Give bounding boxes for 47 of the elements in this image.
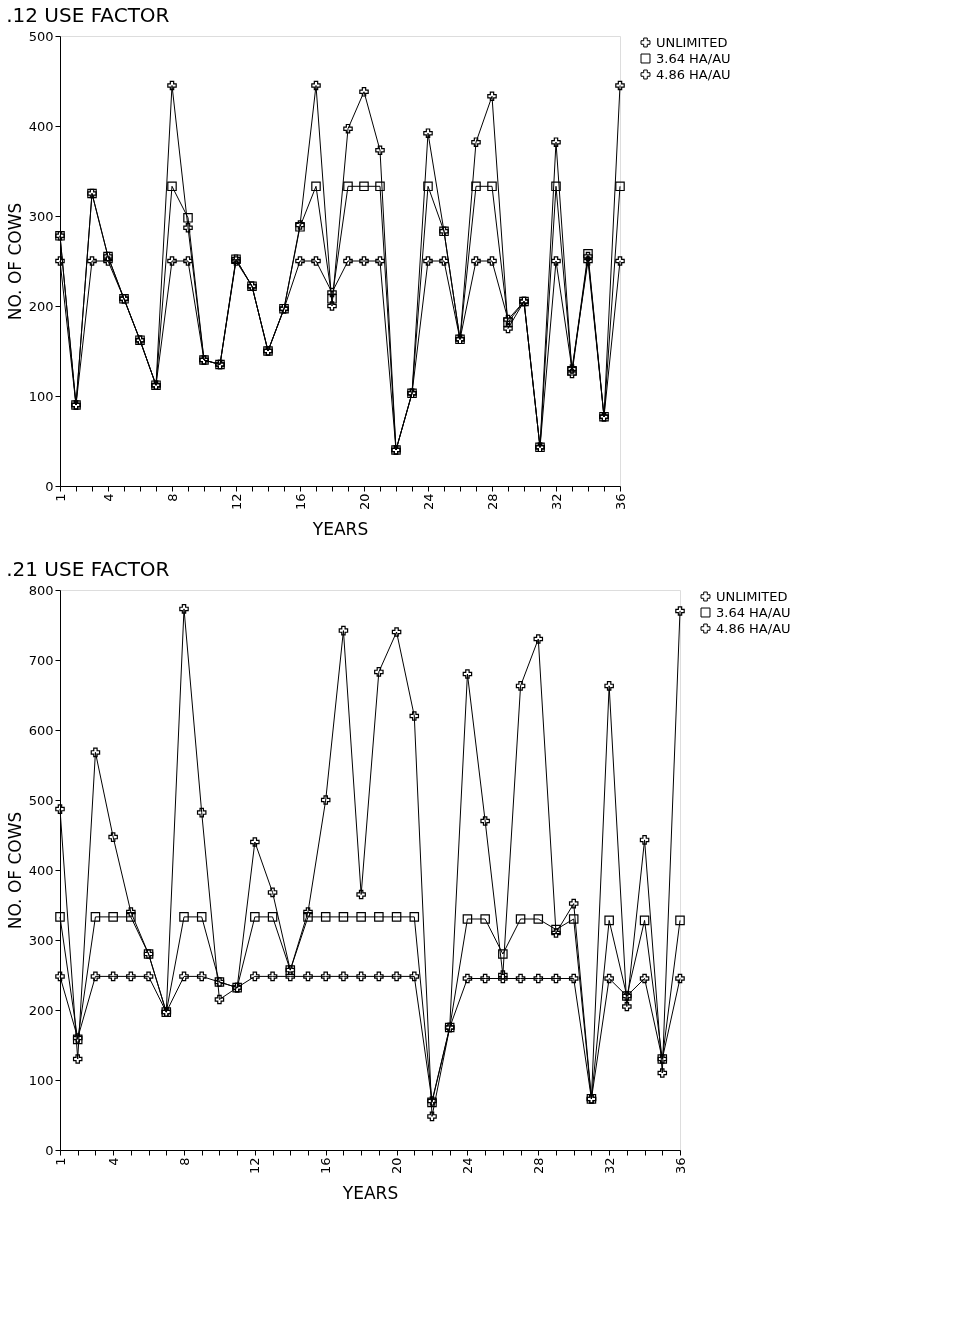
y-tick-label: 300 — [28, 932, 54, 948]
y-tick-label: 200 — [28, 1002, 54, 1018]
y-tick-label: 600 — [28, 722, 54, 738]
x-axis-title: YEARS — [311, 519, 369, 540]
x-tick-label: 20 — [389, 1157, 405, 1175]
y-tick-label: 400 — [28, 118, 54, 134]
x-tick-label: 1 — [52, 1157, 68, 1166]
y-axis-title: NO. OF COWS — [4, 202, 25, 321]
x-tick-label: 4 — [105, 1157, 121, 1166]
legend-label: 3.64 HA/AU — [716, 604, 791, 620]
x-tick-label: 12 — [228, 493, 244, 511]
x-tick-label: 20 — [356, 493, 372, 511]
x-tick-label: 32 — [548, 493, 564, 511]
legend-label: UNLIMITED — [716, 588, 788, 604]
y-tick-label: 500 — [28, 792, 54, 808]
chart-title: .12 USE FACTOR — [6, 3, 170, 27]
x-tick-label: 36 — [612, 493, 628, 511]
y-tick-label: 100 — [28, 1072, 54, 1088]
y-tick-label: 400 — [28, 862, 54, 878]
y-tick-label: 800 — [28, 582, 54, 598]
x-tick-label: 8 — [164, 493, 180, 502]
x-axis-title: YEARS — [341, 1183, 399, 1204]
x-tick-label: 28 — [484, 493, 500, 511]
legend-label: UNLIMITED — [656, 34, 728, 50]
x-tick-label: 28 — [530, 1157, 546, 1175]
y-tick-label: 300 — [28, 208, 54, 224]
y-tick-label: 200 — [28, 298, 54, 314]
x-tick-label: 32 — [601, 1157, 617, 1175]
x-tick-label: 24 — [420, 493, 436, 511]
x-tick-label: 36 — [672, 1157, 688, 1175]
x-tick-label: 8 — [176, 1157, 192, 1166]
y-tick-label: 0 — [45, 478, 54, 494]
x-tick-label: 16 — [292, 493, 308, 511]
y-tick-label: 0 — [45, 1142, 54, 1158]
legend-label: 4.86 HA/AU — [656, 66, 731, 82]
y-tick-label: 100 — [28, 388, 54, 404]
y-tick-label: 700 — [28, 652, 54, 668]
chart-title: .21 USE FACTOR — [6, 557, 170, 581]
x-tick-label: 16 — [318, 1157, 334, 1175]
legend-label: 3.64 HA/AU — [656, 50, 731, 66]
x-tick-label: 1 — [52, 493, 68, 502]
y-axis-title: NO. OF COWS — [4, 811, 25, 930]
x-tick-label: 24 — [459, 1157, 475, 1175]
x-tick-label: 12 — [247, 1157, 263, 1175]
x-tick-label: 4 — [100, 493, 116, 502]
legend-label: 4.86 HA/AU — [716, 620, 791, 636]
y-tick-label: 500 — [28, 28, 54, 44]
